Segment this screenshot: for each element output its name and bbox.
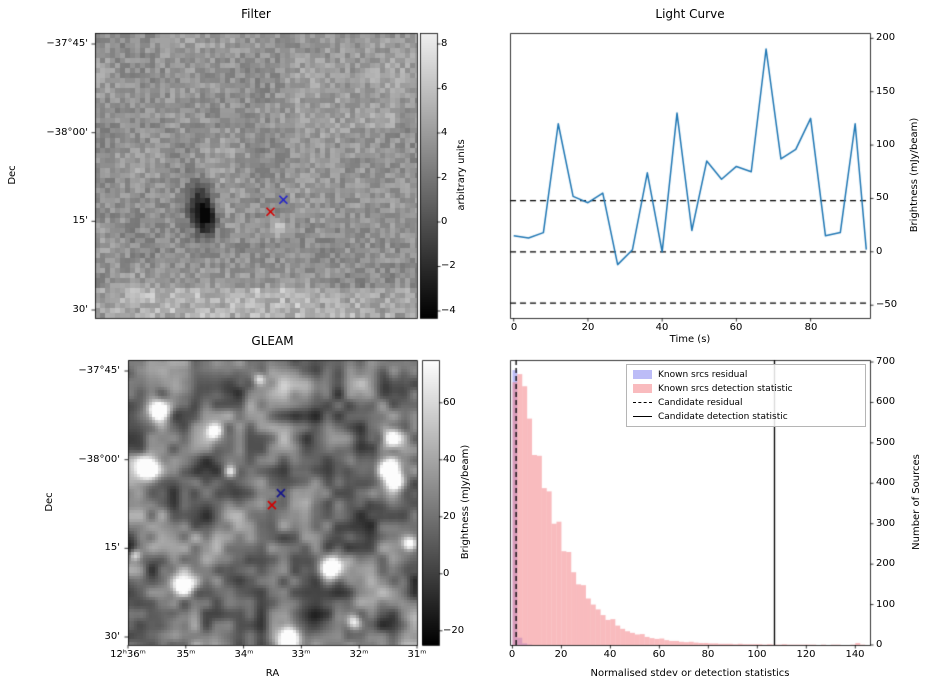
lightcurve-ytick-label: 150 xyxy=(876,86,896,97)
legend-item: Candidate residual xyxy=(633,397,859,408)
legend-item: Known srcs residual xyxy=(633,369,859,380)
gleam-xtick-label: 35ᵐ xyxy=(176,649,196,660)
histogram-xtick-label: 60 xyxy=(652,649,666,660)
histogram-xtick-label: 40 xyxy=(603,649,617,660)
filter-colorbar-tick-label: 6 xyxy=(441,82,448,93)
gleam-colorbar-tick-label: 40 xyxy=(443,454,456,465)
histogram-ylabel: Number of Sources xyxy=(911,454,922,550)
histogram-ytick-label: 700 xyxy=(876,356,896,367)
gleam-xtick-label: 31ᵐ xyxy=(407,649,427,660)
filter-colorbar-tick-label: 8 xyxy=(441,38,448,49)
lightcurve-title: Light Curve xyxy=(655,7,725,21)
legend-patch-icon xyxy=(633,384,652,393)
histogram-xtick-label: 20 xyxy=(554,649,568,660)
lightcurve-ytick-label: 100 xyxy=(876,139,896,150)
histogram-xtick-label: 80 xyxy=(701,649,715,660)
gleam-colorbar-tick-label: −20 xyxy=(443,625,465,636)
gleam-colorbar-tick-label: 0 xyxy=(443,568,450,579)
legend-dashed-line-icon xyxy=(633,402,652,403)
histogram-xtick-label: 0 xyxy=(508,649,516,660)
filter-ytick-label: 15' xyxy=(72,215,88,226)
filter-colorbar-tick-label: 4 xyxy=(441,127,448,138)
gleam-ylabel: Dec xyxy=(44,492,55,512)
lightcurve-xtick-label: 80 xyxy=(804,322,818,333)
gleam-ytick-label: 15' xyxy=(104,542,120,553)
gleam-title: GLEAM xyxy=(251,334,294,348)
histogram-ytick-label: 400 xyxy=(876,477,896,488)
lightcurve-xtick-label: 20 xyxy=(581,322,595,333)
lightcurve-xtick-label: 60 xyxy=(729,322,743,333)
legend-label: Known srcs residual xyxy=(658,369,748,380)
filter-ytick-label: −37°45' xyxy=(46,38,88,49)
filter-title: Filter xyxy=(241,7,271,21)
histogram-ytick-label: 500 xyxy=(876,437,896,448)
legend-item: Known srcs detection statistic xyxy=(633,383,859,394)
histogram-xlabel: Normalised stdev or detection statistics xyxy=(590,668,790,679)
gleam-colorbar-tick-label: 60 xyxy=(443,397,456,408)
gleam-ytick-label: 30' xyxy=(104,631,120,642)
gleam-colorbar-label: Brightness (mJy/beam) xyxy=(460,444,471,560)
filter-colorbar-tick-label: 0 xyxy=(441,216,448,227)
legend-item: Candidate detection statistic xyxy=(633,411,859,422)
legend-patch-icon xyxy=(633,370,652,379)
gleam-ytick-label: −38°00' xyxy=(78,454,120,465)
lightcurve-ytick-label: 50 xyxy=(876,192,889,203)
lightcurve-xtick-label: 0 xyxy=(510,322,518,333)
histogram-ytick-label: 0 xyxy=(876,639,883,650)
gleam-xlabel: RA xyxy=(265,668,280,679)
gleam-xtick-label: 12ʰ36ᵐ xyxy=(110,649,146,660)
filter-ytick-label: −38°00' xyxy=(46,127,88,138)
filter-colorbar-tick-label: 2 xyxy=(441,172,448,183)
lightcurve-ytick-label: 200 xyxy=(876,32,896,43)
gleam-colorbar-tick-label: 20 xyxy=(443,511,456,522)
histogram-xtick-label: 140 xyxy=(845,649,865,660)
filter-ylabel: Dec xyxy=(7,165,18,185)
lightcurve-ylabel: Brightness (mJy/beam) xyxy=(909,117,920,233)
legend-label: Candidate residual xyxy=(658,397,743,408)
filter-colorbar-label: arbitrary units xyxy=(456,139,467,211)
gleam-xtick-label: 34ᵐ xyxy=(234,649,254,660)
lightcurve-xlabel: Time (s) xyxy=(669,334,711,345)
lightcurve-ytick-label: −50 xyxy=(876,299,898,310)
legend-label: Known srcs detection statistic xyxy=(658,383,793,394)
gleam-ytick-label: −37°45' xyxy=(78,365,120,376)
lightcurve-xtick-label: 40 xyxy=(655,322,669,333)
gleam-xtick-label: 32ᵐ xyxy=(349,649,369,660)
legend-solid-line-icon xyxy=(633,416,652,417)
histogram-ytick-label: 300 xyxy=(876,518,896,529)
filter-ytick-label: 30' xyxy=(72,304,88,315)
histogram-ytick-label: 100 xyxy=(876,599,896,610)
legend: Known srcs residual Known srcs detection… xyxy=(626,364,866,427)
histogram-ytick-label: 600 xyxy=(876,396,896,407)
filter-colorbar-tick-label: −4 xyxy=(441,305,456,316)
gleam-xtick-label: 33ᵐ xyxy=(291,649,311,660)
histogram-xtick-label: 120 xyxy=(796,649,816,660)
lightcurve-ytick-label: 0 xyxy=(876,246,883,257)
legend-label: Candidate detection statistic xyxy=(658,411,788,422)
histogram-ytick-label: 200 xyxy=(876,558,896,569)
histogram-xtick-label: 100 xyxy=(747,649,767,660)
filter-colorbar-tick-label: −2 xyxy=(441,260,456,271)
